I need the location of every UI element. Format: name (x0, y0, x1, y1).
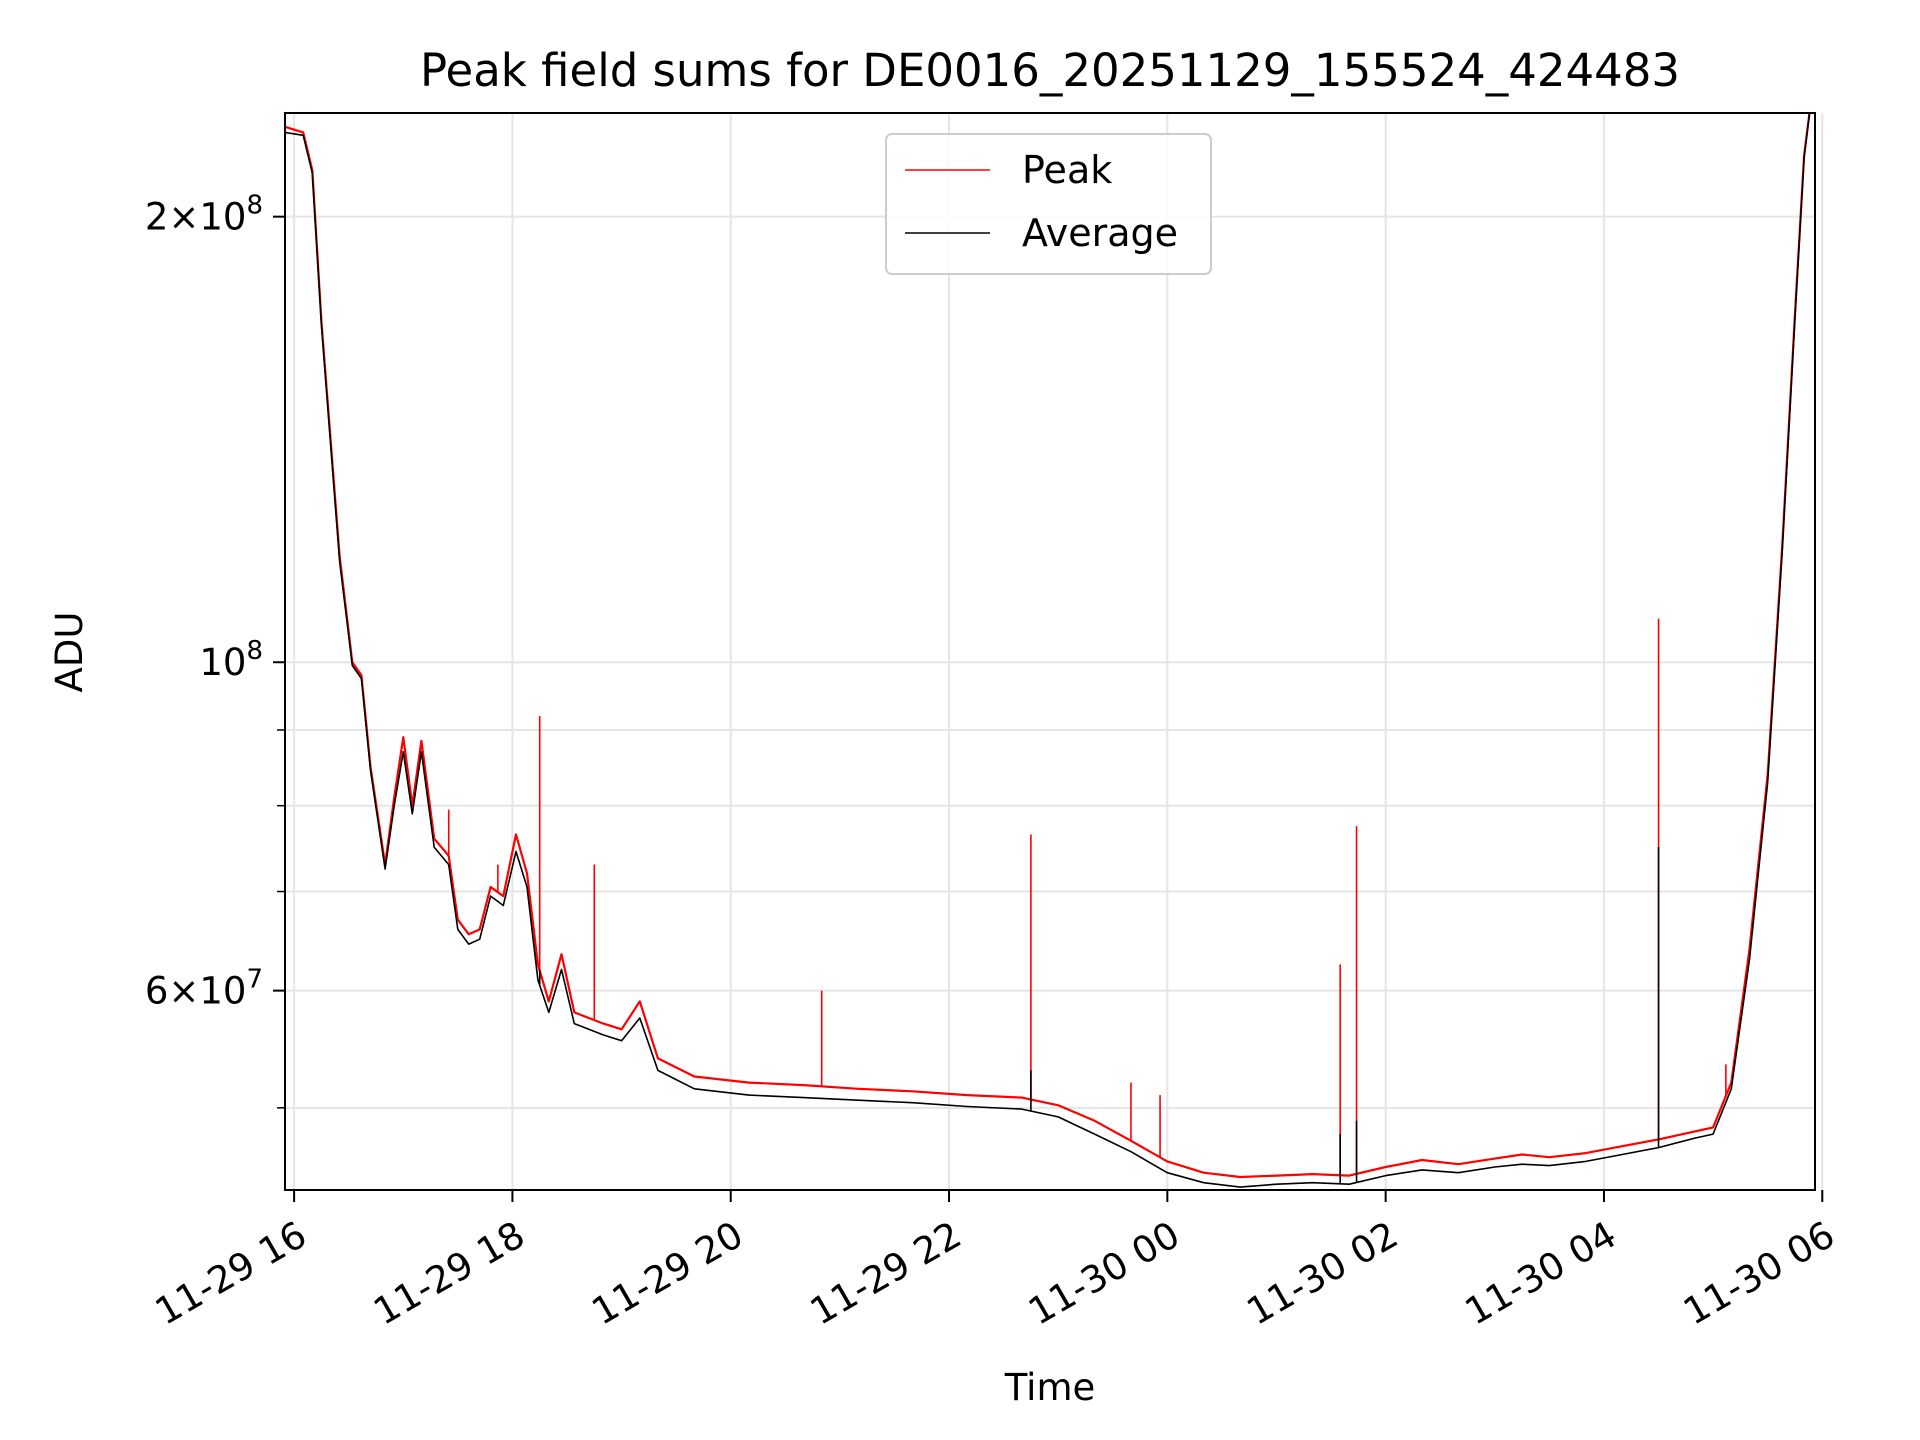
y-tick-label: 2×108 (145, 191, 263, 239)
plot-frame (284, 112, 1816, 1191)
series-line-peak (285, 113, 1811, 1179)
y-tick-exponent: 8 (246, 636, 263, 666)
y-tick-label: 6×107 (145, 965, 263, 1013)
legend: Peak Average (885, 133, 1212, 275)
chart-title: Peak field sums for DE0016_20251129_1555… (420, 44, 1680, 97)
legend-label-peak: Peak (1022, 148, 1112, 192)
legend-box (885, 133, 1212, 275)
plot-series-area (285, 113, 1811, 1188)
y-tick-base: 2×10 (145, 196, 247, 239)
x-axis-label: Time (1004, 1366, 1096, 1409)
y-tick-label: 108 (199, 636, 263, 684)
y-tick-exponent: 8 (246, 191, 263, 221)
y-tick-base: 6×10 (145, 970, 247, 1013)
legend-label-average: Average (1022, 211, 1178, 255)
y-axis-label: ADU (48, 612, 91, 693)
y-tick-base: 10 (199, 641, 246, 684)
series-line-average (285, 113, 1811, 1188)
y-tick-exponent: 7 (246, 965, 263, 995)
